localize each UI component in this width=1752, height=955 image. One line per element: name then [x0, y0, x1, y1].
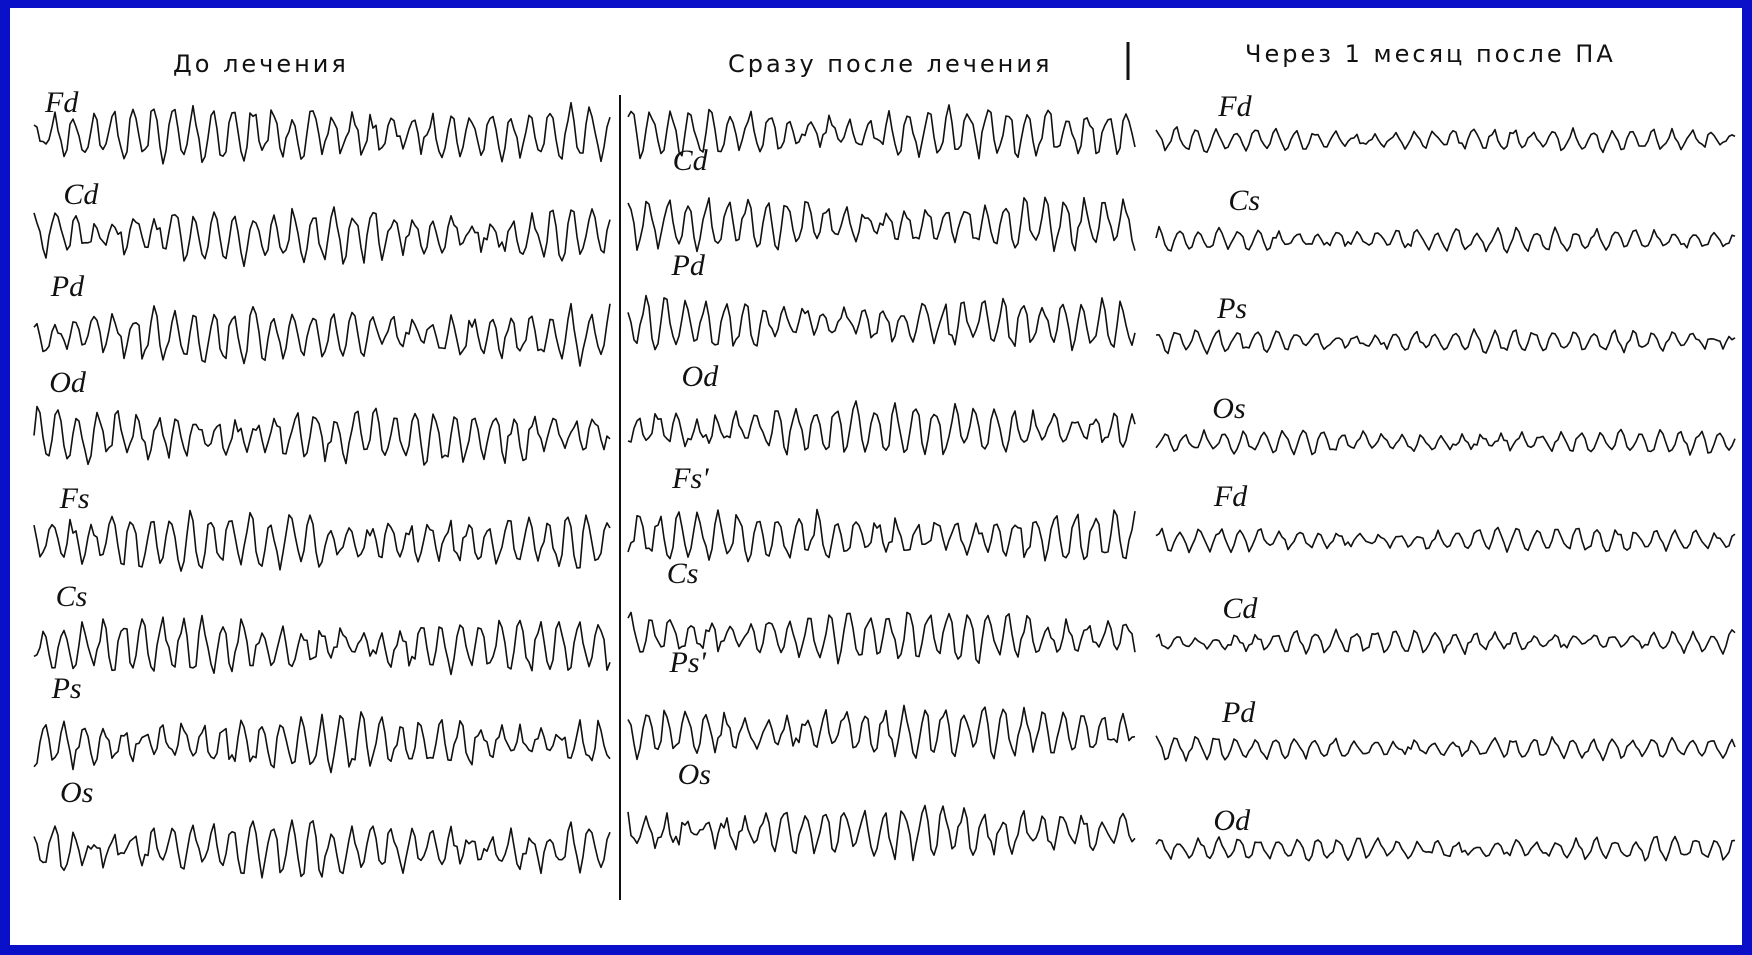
channel-label: Cd	[1222, 592, 1258, 625]
channel-label: Pd	[50, 270, 85, 303]
channel-label: Ps'	[669, 646, 707, 679]
channel-label: Fd	[1217, 90, 1252, 123]
channel-label: Os	[1212, 392, 1245, 425]
channel-label: Ps	[51, 672, 82, 705]
channel-label: Fs	[59, 482, 90, 515]
paper	[10, 8, 1742, 945]
eeg-figure: До лечения Сразу после лечения Через 1 м…	[0, 0, 1752, 955]
channel-label: Pd	[1221, 696, 1256, 729]
channel-label: Fd	[1213, 480, 1248, 513]
channel-label: Od	[1213, 804, 1251, 837]
channel-label: Os	[678, 758, 711, 791]
channel-label: Cs	[667, 557, 699, 590]
channel-label: Ps	[1216, 292, 1247, 325]
channel-label: Fd	[44, 86, 79, 119]
channel-label: Os	[60, 776, 93, 809]
channel-label: Cd	[63, 178, 99, 211]
channel-label: Od	[682, 360, 720, 393]
channel-label: Cs	[1228, 184, 1260, 217]
channel-label: Fs'	[671, 462, 709, 495]
panel-title: До лечения	[173, 50, 349, 78]
panel-title: Сразу после лечения	[728, 50, 1052, 78]
panel-title: Через 1 месяц после ПА	[1245, 40, 1616, 68]
channel-label: Od	[49, 366, 87, 399]
channel-label: Pd	[671, 249, 706, 282]
channel-label: Cs	[56, 580, 88, 613]
